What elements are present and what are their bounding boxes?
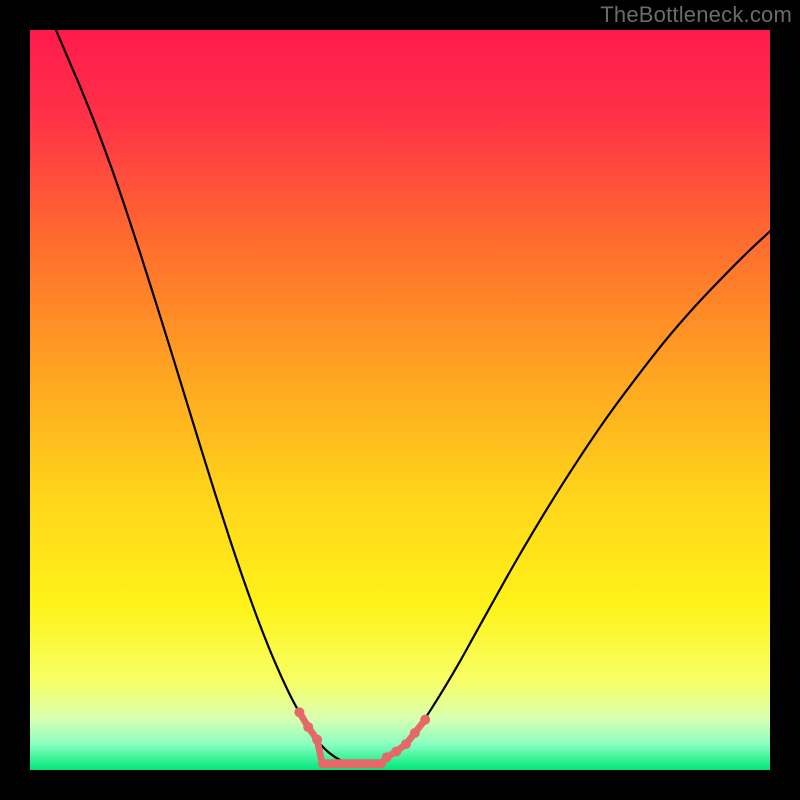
- marker-dot: [420, 715, 430, 725]
- marker-dot: [303, 722, 313, 732]
- marker-dot: [294, 707, 304, 717]
- plot-area: [30, 30, 770, 770]
- chart-frame: TheBottleneck.com: [0, 0, 800, 800]
- marker-dot: [391, 747, 401, 757]
- marker-dot: [401, 739, 411, 749]
- marker-dot: [382, 752, 392, 762]
- marker-dot: [410, 728, 420, 738]
- plot-svg: [30, 30, 770, 770]
- marker-dot: [312, 735, 322, 745]
- gradient-background: [30, 30, 770, 770]
- watermark-text: TheBottleneck.com: [600, 2, 792, 28]
